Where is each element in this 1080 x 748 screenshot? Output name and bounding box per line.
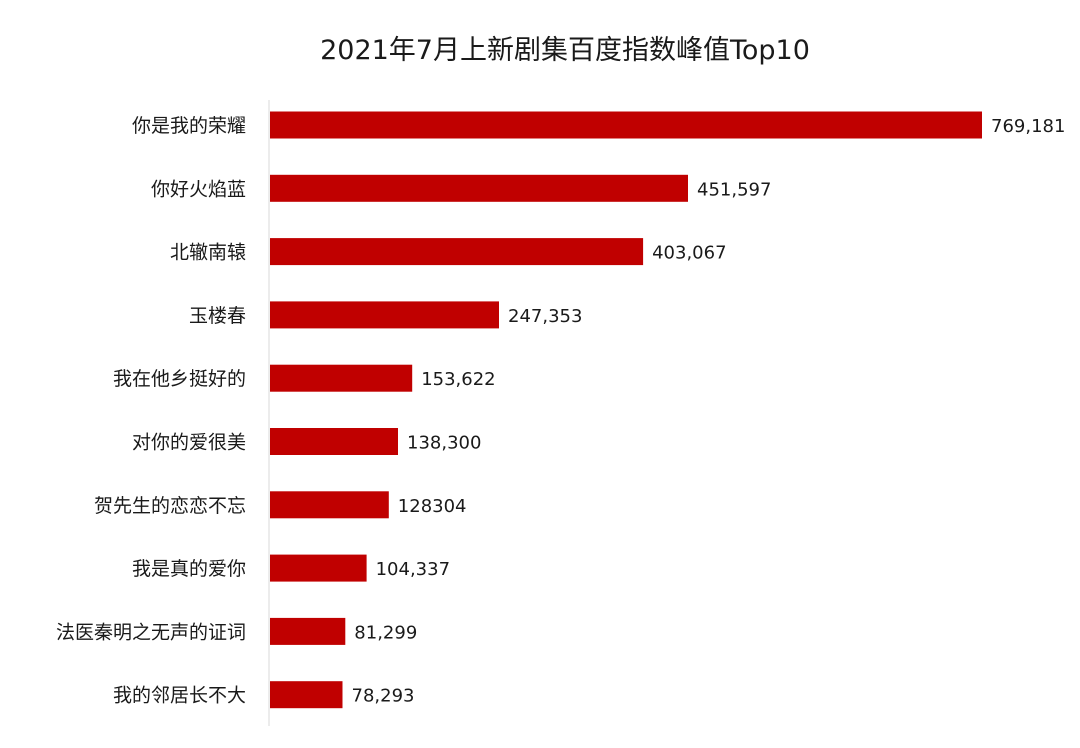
category-label: 对你的爱很美: [132, 432, 246, 454]
category-label: 我是真的爱你: [132, 558, 246, 580]
bar-7: [270, 491, 389, 519]
bars-group: 你是我的荣耀 769,181 你好火焰蓝 451,597 北辙南辕 403,067 玉楼春 2…: [56, 111, 1065, 709]
value-label: 247,353: [508, 306, 582, 327]
category-label: 玉楼春: [189, 305, 246, 327]
value-label: 403,067: [652, 243, 726, 264]
bar-4: [270, 301, 499, 329]
value-label: 451,597: [697, 179, 771, 200]
category-label: 贺先生的恋恋不忘: [94, 495, 246, 517]
value-label: 78,293: [352, 686, 415, 707]
value-label: 769,181: [991, 116, 1065, 137]
bar-9: [270, 617, 346, 645]
bar-8: [270, 554, 367, 582]
chart-title: 2021年7月上新剧集百度指数峰值Top10: [320, 35, 810, 66]
value-label: 128304: [398, 496, 467, 517]
bar-1: [270, 111, 982, 139]
category-label: 我在他乡挺好的: [113, 368, 246, 390]
bar-2: [270, 174, 688, 202]
bar-10: [270, 681, 343, 709]
value-label: 104,337: [376, 559, 450, 580]
value-label: 153,622: [421, 369, 495, 390]
value-label: 81,299: [354, 622, 417, 643]
bar-3: [270, 238, 644, 266]
bar-6: [270, 428, 398, 455]
category-label: 你好火焰蓝: [151, 178, 246, 200]
category-label: 北辙南辕: [170, 242, 246, 264]
bar-5: [270, 364, 413, 392]
category-label: 法医秦明之无声的证词: [56, 621, 246, 643]
category-label: 我的邻居长不大: [113, 685, 246, 707]
category-label: 你是我的荣耀: [132, 115, 246, 137]
value-label: 138,300: [407, 433, 481, 454]
